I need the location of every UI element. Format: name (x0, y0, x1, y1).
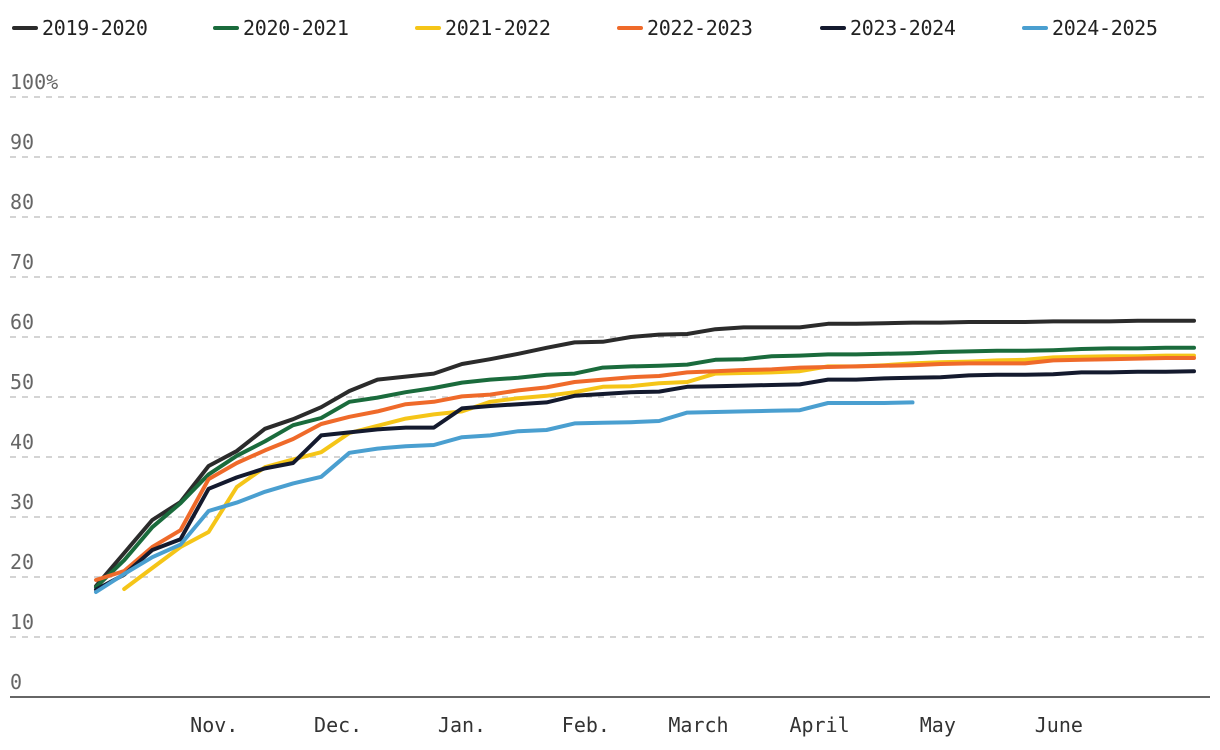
x-tick-label-feb: Feb. (562, 713, 610, 737)
x-tick-label-dec: Dec. (314, 713, 362, 737)
y-tick-label-100: 100% (10, 70, 58, 94)
y-tick-label-50: 50 (10, 370, 34, 394)
series-line-2019-2020 (94, 318, 1196, 588)
series-line-2023-2024 (94, 369, 1196, 592)
legend-item-2023-2024: 2023-2024 (820, 16, 956, 40)
legend-label-2021-2022: 2021-2022 (445, 16, 551, 40)
series-line-2022-2023 (94, 356, 1196, 582)
x-tick-label-april: April (789, 713, 849, 737)
legend-item-2021-2022: 2021-2022 (415, 16, 551, 40)
series-line-2024-2025 (94, 400, 915, 594)
y-axis-labels: 100% 90 80 70 60 50 40 30 20 10 0 (10, 70, 58, 694)
x-tick-label-may: May (920, 713, 956, 737)
x-tick-label-june: June (1035, 713, 1083, 737)
legend-label-2020-2021: 2020-2021 (243, 16, 349, 40)
y-tick-label-80: 80 (10, 190, 34, 214)
y-tick-label-90: 90 (10, 130, 34, 154)
x-tick-label-march: March (668, 713, 728, 737)
y-tick-label-70: 70 (10, 250, 34, 274)
x-tick-label-nov: Nov. (190, 713, 238, 737)
legend-label-2024-2025: 2024-2025 (1052, 16, 1158, 40)
legend-item-2020-2021: 2020-2021 (213, 16, 349, 40)
y-tick-label-0: 0 (10, 670, 22, 694)
legend-label-2023-2024: 2023-2024 (850, 16, 956, 40)
legend-swatch-2021-2022 (415, 26, 441, 30)
legend-item-2024-2025: 2024-2025 (1022, 16, 1158, 40)
series-line-2020-2021 (94, 345, 1196, 590)
legend-label-2019-2020: 2019-2020 (42, 16, 148, 40)
x-tick-label-jan: Jan. (438, 713, 486, 737)
x-axis-labels: Nov. Dec. Jan. Feb. March April May June (190, 713, 1083, 737)
legend-item-2019-2020: 2019-2020 (12, 16, 148, 40)
legend-swatch-2024-2025 (1022, 26, 1048, 30)
legend-label-2022-2023: 2022-2023 (647, 16, 753, 40)
legend-swatch-2020-2021 (213, 26, 239, 30)
y-tick-label-60: 60 (10, 310, 34, 334)
legend-item-2022-2023: 2022-2023 (617, 16, 753, 40)
y-tick-label-40: 40 (10, 430, 34, 454)
legend: 2019-2020 2020-2021 2021-2022 2022-2023 2023… (0, 0, 1220, 56)
y-tick-label-30: 30 (10, 490, 34, 514)
y-tick-label-20: 20 (10, 550, 34, 574)
series-layer (94, 318, 1196, 594)
legend-swatch-2019-2020 (12, 26, 38, 30)
legend-swatch-2022-2023 (617, 26, 643, 30)
grid-layer (10, 96, 1210, 698)
series-line-2021-2022 (122, 353, 1196, 591)
legend-swatch-2023-2024 (820, 26, 846, 30)
y-tick-label-10: 10 (10, 610, 34, 634)
